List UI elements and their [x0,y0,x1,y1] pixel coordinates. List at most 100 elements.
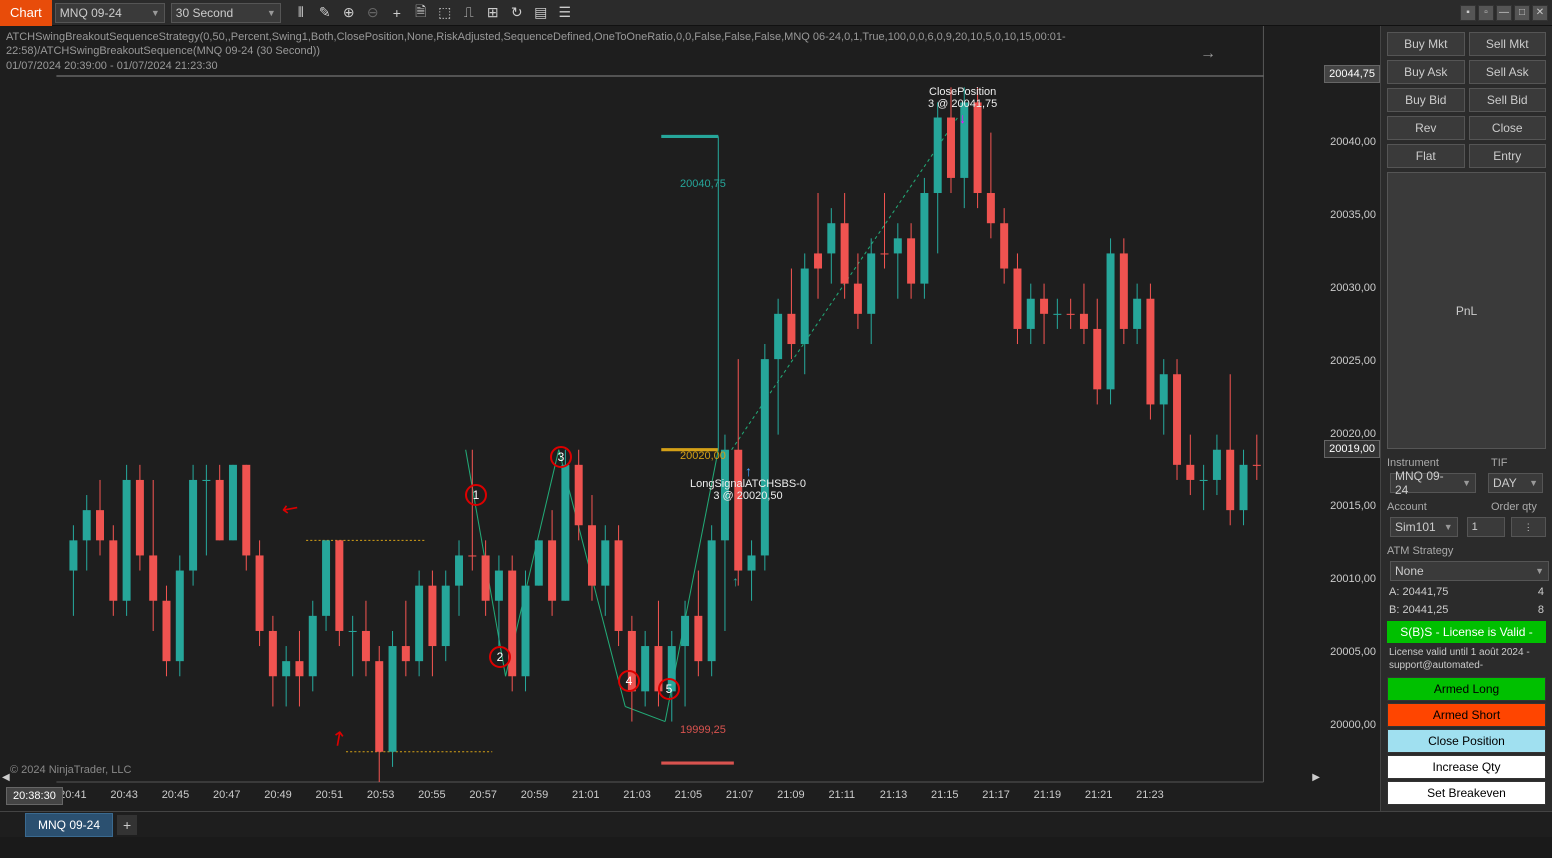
window-controls: ▪ ▫ — □ ✕ [1460,5,1552,21]
tab-mnq[interactable]: MNQ 09-24 [25,813,113,837]
chart-type-label: Chart [0,0,52,26]
list-icon[interactable]: ☰ [554,2,576,24]
replay-icon[interactable]: ↻ [506,2,528,24]
buy-mkt-button[interactable]: Buy Mkt [1387,32,1465,56]
x-tick-label: 20:47 [213,789,241,801]
qty-input[interactable] [1467,517,1505,537]
set-breakeven-button[interactable]: Set Breakeven [1387,781,1546,805]
buy-ask-button[interactable]: Buy Ask [1387,60,1465,84]
swing-mark: 1 [465,484,487,506]
indicator-icon[interactable]: ⬚ [434,2,456,24]
pin-icon[interactable]: ▪ [1460,5,1476,21]
swing-mark: 2 [489,646,511,668]
account-select[interactable]: Sim101▼ [1390,517,1458,537]
license-text: License valid until 1 août 2024 - suppor… [1387,643,1546,675]
candles-icon[interactable]: ⫴ [290,2,312,24]
x-tick-label: 21:09 [777,789,805,801]
x-tick-label: 20:53 [367,789,395,801]
draw-icon[interactable]: ✎ [314,2,336,24]
x-tick-label: 21:21 [1085,789,1113,801]
zoom-in-icon[interactable]: ⊕ [338,2,360,24]
rev-button[interactable]: Rev [1387,116,1465,140]
data-icon[interactable]: 🗎 [410,2,432,24]
flat-button[interactable]: Flat [1387,144,1465,168]
y-tick-label: 20035,00 [1330,209,1376,221]
timeframe-value: 30 Second [176,6,233,20]
license-box: S(B)S - License is Valid - License valid… [1387,621,1546,805]
armed-long-button[interactable]: Armed Long [1387,677,1546,701]
y-tick-label: 20030,00 [1330,282,1376,294]
tif-select[interactable]: DAY▼ [1488,473,1543,493]
x-tick-label: 21:13 [880,789,908,801]
calendar-icon[interactable]: ▤ [530,2,552,24]
sell-ask-button[interactable]: Sell Ask [1469,60,1547,84]
y-tick-label: 20020,00 [1330,428,1376,440]
account-label: Account [1387,501,1485,513]
sell-mkt-button[interactable]: Sell Mkt [1469,32,1547,56]
x-tick-label: 20:55 [418,789,446,801]
x-tick-label: 20:57 [469,789,497,801]
tool-icons: ⫴ ✎ ⊕ ⊖ + 🗎 ⬚ ⎍ ⊞ ↻ ▤ ☰ [290,2,576,24]
x-tick-label: 20:43 [110,789,138,801]
instrument-dropdown[interactable]: MNQ 09-24▼ [55,3,165,23]
x-tick-label: 20:59 [521,789,549,801]
swing-mark: 3 [550,446,572,468]
x-tick-label: 21:03 [623,789,651,801]
instrument-select[interactable]: MNQ 09-24▼ [1390,473,1476,493]
strategy-icon[interactable]: ⎍ [458,2,480,24]
x-tick-label: 21:01 [572,789,600,801]
x-tick-label: 20:41 [59,789,87,801]
close-position-button[interactable]: Close Position [1387,729,1546,753]
x-tick-label: 20:49 [264,789,292,801]
ask-info: A: 20441,754 [1387,585,1546,599]
toolbar: Chart MNQ 09-24▼ 30 Second▼ ⫴ ✎ ⊕ ⊖ + 🗎 … [0,0,1552,26]
y-axis: 20000,00 20005,00 20010,00 20015,00 20020,00… [1322,26,1380,746]
increase-qty-button[interactable]: Increase Qty [1387,755,1546,779]
y-tick-label: 20000,00 [1330,719,1376,731]
time-start-label: 20:38:30 [6,787,63,805]
y-tick-label: 20015,00 [1330,500,1376,512]
chart2-icon[interactable]: ⊞ [482,2,504,24]
armed-short-button[interactable]: Armed Short [1387,703,1546,727]
x-tick-label: 21:19 [1034,789,1062,801]
x-tick-label: 21:23 [1136,789,1164,801]
instrument-label: Instrument [1387,457,1485,469]
x-tick-label: 21:17 [982,789,1010,801]
close-icon[interactable]: ✕ [1532,5,1548,21]
y-tick-label: 20010,00 [1330,573,1376,585]
y-tick-label: 20040,00 [1330,136,1376,148]
maximize-icon[interactable]: □ [1514,5,1530,21]
swing-mark: 4 [618,670,640,692]
x-tick-label: 21:07 [726,789,754,801]
qty-stepper[interactable]: ⋮ [1511,517,1546,537]
bid-info: B: 20441,258 [1387,603,1546,617]
timeframe-dropdown[interactable]: 30 Second▼ [171,3,281,23]
copyright-text: © 2024 NinjaTrader, LLC [10,764,131,776]
atm-label: ATM Strategy [1387,545,1546,557]
sell-bid-button[interactable]: Sell Bid [1469,88,1547,112]
instrument-value: MNQ 09-24 [60,6,122,20]
buy-bid-button[interactable]: Buy Bid [1387,88,1465,112]
zoom-out-icon[interactable]: ⊖ [362,2,384,24]
x-tick-label: 20:51 [316,789,344,801]
y-tick-label: 20025,00 [1330,355,1376,367]
minimize-icon[interactable]: — [1496,5,1512,21]
trade-panel: Buy Mkt Sell Mkt Buy Ask Sell Ask Buy Bi… [1380,26,1552,811]
strategy-info: ATCHSwingBreakoutSequenceStrategy(0,50,,… [6,30,1206,73]
crosshair-icon[interactable]: + [386,2,408,24]
chart-area[interactable]: ATCHSwingBreakoutSequenceStrategy(0,50,,… [0,26,1380,811]
nav-right-icon[interactable]: ▶ [1312,772,1320,783]
x-tick-label: 21:11 [828,789,855,801]
y-tick-label: 20005,00 [1330,646,1376,658]
x-tick-label: 21:05 [675,789,703,801]
qty-label: Order qty [1491,501,1546,513]
close-button[interactable]: Close [1469,116,1547,140]
pnl-button[interactable]: PnL [1387,172,1546,449]
x-tick-label: 20:45 [162,789,190,801]
detach-icon[interactable]: ▫ [1478,5,1494,21]
entry-button[interactable]: Entry [1469,144,1547,168]
tif-label: TIF [1491,457,1546,469]
tab-add-button[interactable]: + [117,815,137,835]
nav-left-icon[interactable]: ◀ [2,772,10,783]
atm-select[interactable]: None▼ [1390,561,1549,581]
